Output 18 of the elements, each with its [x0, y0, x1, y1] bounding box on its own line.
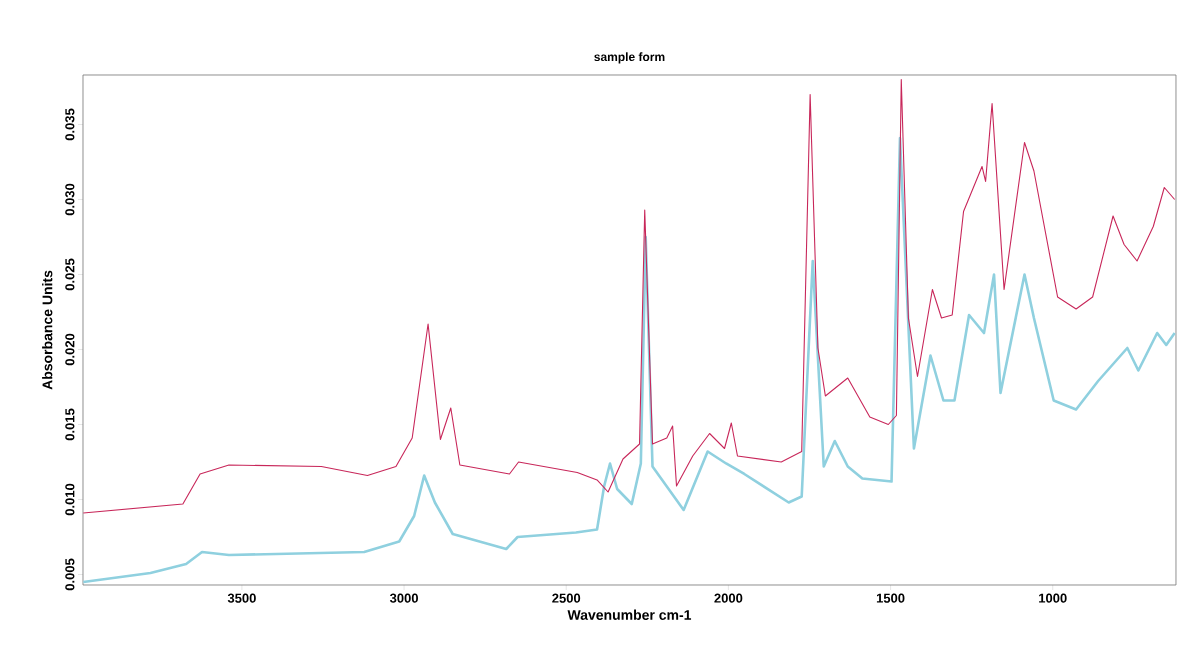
line-series [82, 136, 1176, 584]
chart-title: sample form [594, 52, 665, 64]
y-tick-label: 0.025 [65, 258, 75, 291]
y-tick-label: 0.010 [65, 483, 75, 516]
y-tick-label: 0.020 [65, 333, 75, 366]
x-axis-title: Wavenumber cm-1 [567, 609, 692, 620]
y-tick-label: 0.030 [65, 183, 75, 216]
x-tick-label: 2500 [552, 593, 581, 603]
y-axis-title: Absorbance Units [42, 270, 53, 390]
y-tick-label: 0.035 [65, 108, 75, 141]
y-tick-label: 0.005 [65, 558, 75, 591]
line-series [82, 78, 1176, 514]
y-tick-label: 0.015 [65, 408, 75, 441]
x-tick-label: 3000 [389, 593, 418, 603]
x-tick-label: 2000 [714, 593, 743, 603]
x-tick-label: 3500 [227, 593, 256, 603]
x-tick-label: 1500 [876, 593, 905, 603]
x-tick-label: 1000 [1039, 593, 1067, 603]
